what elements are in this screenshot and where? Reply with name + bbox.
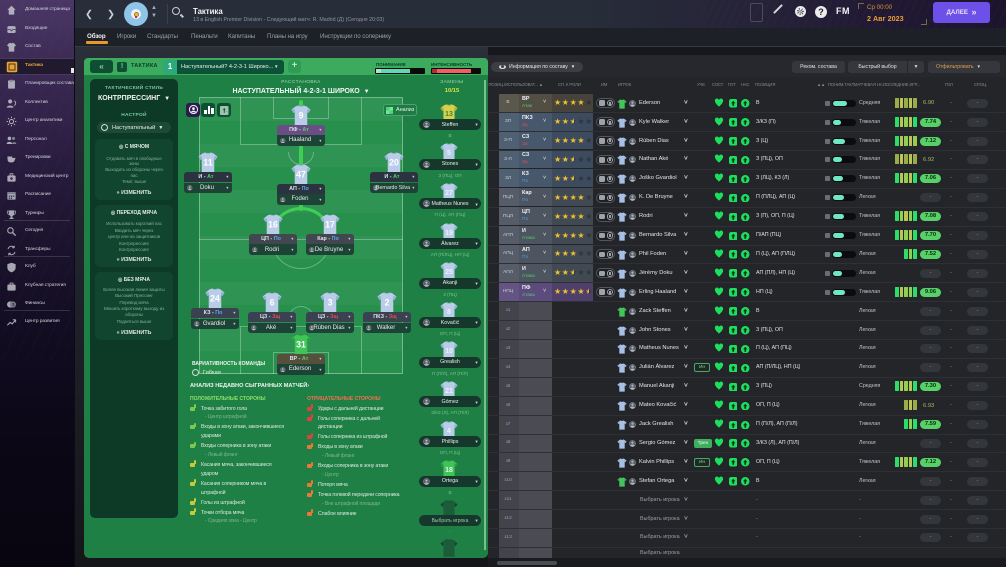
svg-text:16: 16 <box>268 219 278 229</box>
svg-text:2: 2 <box>385 297 390 307</box>
svg-text:10: 10 <box>445 348 453 355</box>
svg-text:4: 4 <box>447 427 451 434</box>
svg-text:3: 3 <box>328 297 333 307</box>
svg-text:19: 19 <box>445 229 453 236</box>
svg-text:8: 8 <box>447 309 451 316</box>
svg-text:47: 47 <box>296 169 306 179</box>
svg-text:21: 21 <box>445 388 453 395</box>
svg-text:$: $ <box>12 302 15 308</box>
svg-text:11: 11 <box>203 157 212 167</box>
svg-text:20: 20 <box>389 157 399 167</box>
svg-text:5: 5 <box>447 150 451 157</box>
svg-text:25: 25 <box>445 269 453 276</box>
svg-text:17: 17 <box>325 219 335 229</box>
svg-text:24: 24 <box>210 293 220 303</box>
svg-text:27: 27 <box>445 190 453 197</box>
svg-text:9: 9 <box>299 110 304 120</box>
svg-text:18: 18 <box>445 467 453 474</box>
svg-text:31: 31 <box>296 339 306 349</box>
svg-text:13: 13 <box>445 111 453 118</box>
svg-text:6: 6 <box>270 297 275 307</box>
